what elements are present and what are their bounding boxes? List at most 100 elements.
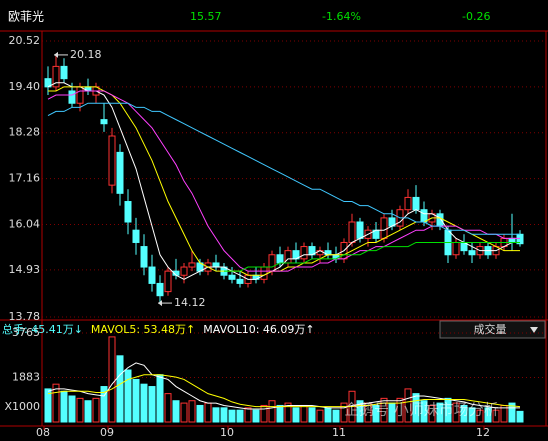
volume-bar bbox=[76, 397, 84, 423]
volume-bar bbox=[412, 393, 420, 423]
candle-body bbox=[52, 65, 60, 88]
candle-body bbox=[412, 196, 420, 211]
volume-bar bbox=[148, 386, 156, 423]
candle-body bbox=[436, 213, 444, 227]
price: 15.57 bbox=[190, 10, 222, 23]
selector-box[interactable] bbox=[439, 320, 546, 339]
dropdown-arrow[interactable] bbox=[530, 327, 538, 333]
candle-body bbox=[356, 221, 364, 239]
y-tick-label: 18.28 bbox=[9, 126, 41, 139]
volume-bar bbox=[308, 407, 316, 423]
change: -0.26 bbox=[462, 10, 490, 23]
candle-body bbox=[132, 229, 140, 243]
volume-bar bbox=[212, 407, 220, 423]
volume-bar bbox=[204, 402, 212, 423]
volume-bar bbox=[332, 409, 340, 423]
volume-bar bbox=[164, 393, 172, 423]
volume-bar bbox=[452, 402, 460, 423]
y-tick-label: 16.04 bbox=[9, 217, 41, 230]
candle-body bbox=[228, 274, 236, 280]
candle-body bbox=[348, 221, 356, 243]
candle-body bbox=[60, 65, 68, 80]
volume-bar bbox=[324, 407, 332, 423]
y-tick-label: 17.16 bbox=[9, 172, 41, 185]
volume-bar bbox=[508, 402, 516, 423]
volume-bar bbox=[156, 374, 164, 423]
volume-bar bbox=[428, 404, 436, 423]
watermark: 企鹅号 小师妹市场分析 bbox=[344, 401, 499, 419]
volume-bar bbox=[420, 400, 428, 423]
volume-bar bbox=[252, 409, 260, 423]
volume-bar bbox=[172, 400, 180, 423]
candle-body bbox=[468, 250, 476, 256]
volume-bar bbox=[100, 386, 108, 423]
candle-body bbox=[212, 262, 220, 268]
candle-body bbox=[108, 135, 116, 186]
candle-body bbox=[68, 90, 76, 104]
volume-bar bbox=[356, 400, 364, 423]
y-tick-label: 14.93 bbox=[9, 263, 41, 276]
volume-bar bbox=[244, 407, 252, 423]
candle-body bbox=[124, 201, 132, 223]
candle-body bbox=[188, 262, 196, 268]
volume-bar bbox=[284, 402, 292, 423]
y-tick-label: 19.40 bbox=[9, 80, 41, 93]
volume-bar bbox=[84, 400, 92, 423]
candle-body bbox=[236, 278, 244, 284]
selector[interactable]: 成交量 bbox=[439, 320, 546, 339]
stock-name: 欧菲光 bbox=[8, 10, 44, 24]
candle-body bbox=[380, 217, 388, 239]
volume-bar bbox=[124, 369, 132, 423]
candle-body bbox=[420, 209, 428, 223]
volume-bar bbox=[140, 383, 148, 423]
ma-line bbox=[47, 362, 520, 410]
volume-bar bbox=[276, 404, 284, 423]
volume-bar bbox=[188, 400, 196, 423]
volume-bar bbox=[228, 409, 236, 423]
volume-bar bbox=[68, 395, 76, 423]
x-tick-label: 08 bbox=[36, 426, 50, 439]
volume-bar bbox=[468, 407, 476, 423]
volume-bar bbox=[196, 404, 204, 423]
selector-label[interactable]: 成交量 bbox=[474, 322, 507, 336]
unit-label: X1000 bbox=[4, 400, 40, 413]
volume-bar bbox=[292, 407, 300, 423]
volume-bar bbox=[268, 400, 276, 423]
x-tick-label: 12 bbox=[476, 426, 490, 439]
volume-bar bbox=[220, 407, 228, 423]
volume-bar bbox=[92, 397, 100, 423]
volume-bar bbox=[300, 404, 308, 423]
candle-body bbox=[260, 266, 268, 280]
candle-body bbox=[148, 266, 156, 284]
volume-bar bbox=[484, 407, 492, 423]
change-pct: -1.64% bbox=[322, 10, 361, 23]
legend-text: MAVOL10: 46.09万↑ bbox=[203, 323, 314, 336]
ma-line bbox=[47, 374, 521, 408]
volume-bar bbox=[492, 409, 500, 423]
y-tick-label: 3765 bbox=[12, 326, 40, 339]
volume-bar bbox=[460, 404, 468, 423]
volume-bar bbox=[44, 388, 52, 423]
volume-bar bbox=[316, 409, 324, 423]
ma-line bbox=[224, 241, 520, 272]
extreme-arrowhead bbox=[158, 300, 162, 307]
volume-bar bbox=[476, 409, 484, 423]
volume-bar bbox=[340, 402, 348, 423]
ma-line bbox=[47, 102, 520, 235]
candle-body bbox=[268, 254, 276, 272]
y-tick-label: 1883 bbox=[12, 370, 40, 383]
candle-body bbox=[180, 266, 188, 276]
candle-body bbox=[44, 78, 52, 88]
volume-bar bbox=[260, 404, 268, 423]
volume-bar bbox=[180, 402, 188, 423]
y-tick-label: 20.52 bbox=[9, 34, 41, 47]
volume-bar bbox=[132, 378, 140, 423]
candle-body bbox=[300, 246, 308, 260]
x-tick-label: 09 bbox=[100, 426, 114, 439]
ma-line bbox=[48, 86, 520, 276]
candle-body bbox=[100, 119, 108, 125]
volume-bar bbox=[404, 388, 412, 423]
y-tick-label: 13.78 bbox=[9, 310, 41, 323]
